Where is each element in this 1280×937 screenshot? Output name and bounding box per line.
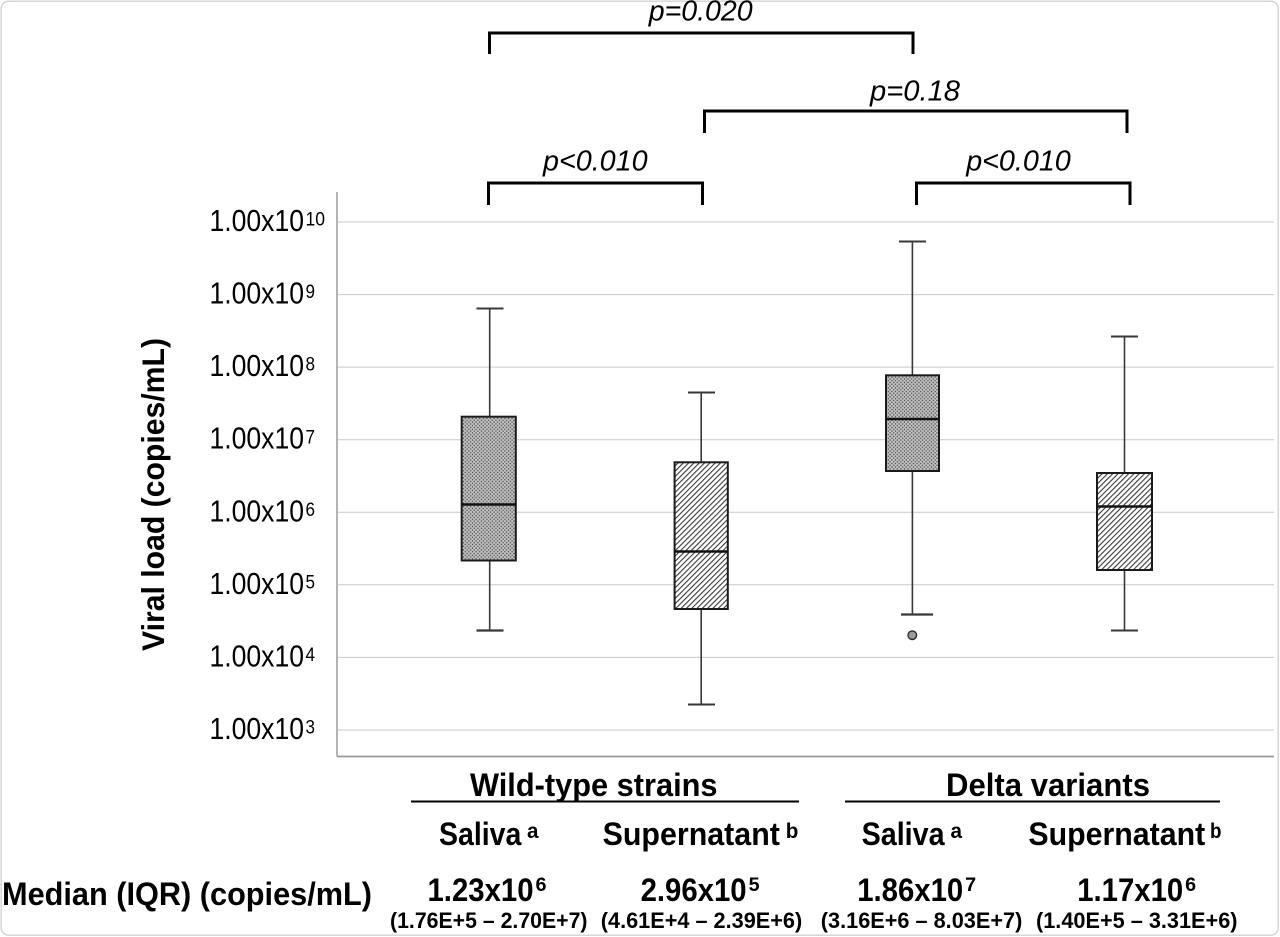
svg-text:Viral load (copies/mL): Viral load (copies/mL) — [135, 338, 171, 651]
svg-text:p<0.010: p<0.010 — [542, 146, 648, 178]
svg-text:1.00x10: 1.00x10 — [210, 712, 305, 746]
svg-text:1.00x10: 1.00x10 — [210, 639, 305, 673]
svg-text:6: 6 — [306, 500, 316, 521]
svg-text:6: 6 — [536, 874, 547, 896]
svg-text:5: 5 — [749, 874, 760, 896]
svg-text:1.00x10: 1.00x10 — [210, 277, 305, 311]
svg-text:1.00x10: 1.00x10 — [210, 494, 305, 528]
svg-text:a: a — [527, 820, 539, 843]
svg-text:7: 7 — [306, 427, 316, 448]
svg-text:Median (IQR) (copies/mL): Median (IQR) (copies/mL) — [2, 876, 372, 912]
svg-text:7: 7 — [965, 874, 976, 896]
svg-text:1.17x10: 1.17x10 — [1077, 872, 1183, 908]
svg-text:3: 3 — [306, 718, 316, 739]
svg-text:Supernatant: Supernatant — [603, 816, 780, 852]
svg-text:(3.16E+6 – 8.03E+7): (3.16E+6 – 8.03E+7) — [821, 908, 1023, 933]
svg-text:p<0.010: p<0.010 — [965, 146, 1071, 178]
svg-text:b: b — [786, 820, 799, 843]
svg-text:Delta variants: Delta variants — [946, 767, 1150, 803]
svg-text:Wild-type strains: Wild-type strains — [470, 767, 718, 803]
svg-text:6: 6 — [1185, 874, 1196, 896]
svg-text:(1.40E+5 – 3.31E+6): (1.40E+5 – 3.31E+6) — [1036, 908, 1238, 933]
svg-text:2.96x10: 2.96x10 — [641, 872, 747, 908]
svg-text:1.86x10: 1.86x10 — [857, 872, 963, 908]
svg-text:Saliva: Saliva — [439, 816, 522, 852]
svg-text:Supernatant: Supernatant — [1028, 816, 1205, 852]
svg-text:4: 4 — [306, 645, 316, 666]
svg-text:10: 10 — [306, 210, 326, 231]
svg-text:1.00x10: 1.00x10 — [210, 422, 305, 456]
svg-text:b: b — [1210, 820, 1222, 843]
svg-text:8: 8 — [306, 355, 316, 376]
svg-text:(1.76E+5 – 2.70E+7): (1.76E+5 – 2.70E+7) — [390, 908, 588, 933]
svg-text:1.23x10: 1.23x10 — [428, 872, 534, 908]
svg-text:p=0.18: p=0.18 — [869, 76, 960, 108]
svg-text:9: 9 — [306, 282, 316, 303]
svg-text:1.00x10: 1.00x10 — [210, 204, 305, 238]
svg-text:1.00x10: 1.00x10 — [210, 567, 305, 601]
svg-text:(4.61E+4 – 2.39E+6): (4.61E+4 – 2.39E+6) — [601, 908, 802, 933]
svg-text:a: a — [951, 820, 963, 843]
svg-text:p=0.020: p=0.020 — [648, 0, 753, 28]
svg-text:Saliva: Saliva — [862, 816, 946, 852]
svg-text:5: 5 — [306, 572, 316, 593]
svg-text:1.00x10: 1.00x10 — [210, 349, 305, 383]
